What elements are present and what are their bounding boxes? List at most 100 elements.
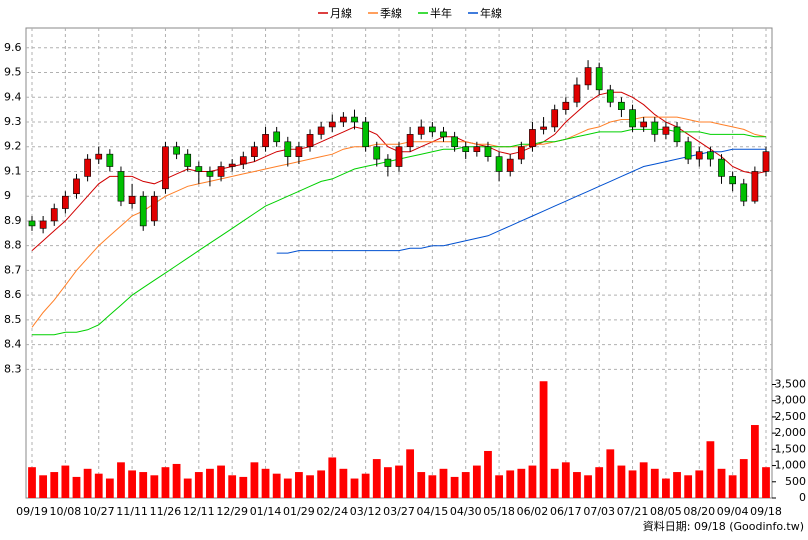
candle-body (707, 151, 714, 160)
candle-body (273, 131, 281, 143)
candle-body (251, 146, 258, 157)
y2-tick-label: 3,500 (775, 377, 807, 390)
y-tick-label: 9.5 (4, 66, 22, 79)
candle-body (684, 141, 692, 160)
volume-bar (250, 462, 259, 498)
candle-body (117, 171, 125, 202)
x-tick-label: 08/20 (683, 505, 715, 518)
y-tick-label: 8.7 (4, 263, 22, 276)
x-tick-label: 04/30 (450, 505, 482, 518)
volume-bar (739, 459, 748, 498)
candle-body (440, 131, 447, 138)
y2-tick-label: 3,000 (775, 394, 807, 407)
candle-body (506, 158, 514, 172)
candle-body (217, 166, 225, 177)
volume-bar (328, 457, 337, 498)
volume-bar (573, 472, 581, 498)
volume-bar (150, 475, 159, 498)
x-tick-label: 11/11 (116, 505, 148, 518)
volume-bar (461, 472, 470, 498)
x-tick-label: 07/03 (583, 505, 615, 518)
candle-body (662, 126, 670, 135)
volume-bar (539, 381, 548, 498)
volume-bar (217, 465, 225, 498)
volume-bar (350, 478, 359, 498)
volume-bar (117, 462, 125, 498)
volume-bar (272, 473, 281, 498)
x-tick-label: 08/05 (650, 505, 682, 518)
volume-bar (595, 467, 604, 498)
candle-body (50, 208, 58, 222)
candle-body (562, 101, 570, 110)
volume-bar (728, 475, 737, 498)
volume-bar (550, 468, 559, 498)
candle-body (762, 151, 770, 172)
candle-body (640, 121, 648, 128)
candle-body (606, 89, 614, 103)
volume-bar (228, 475, 237, 498)
x-tick-label: 10/08 (50, 505, 82, 518)
volume-bar (439, 468, 448, 498)
volume-bar (472, 465, 481, 498)
candle-body (317, 126, 325, 135)
x-tick-label: 11/26 (150, 505, 182, 518)
volume-bar (61, 465, 70, 498)
candle-body (95, 153, 103, 160)
candle-body (429, 126, 436, 133)
volume-bar (72, 476, 81, 498)
candle-body (362, 121, 369, 148)
volume-bar (139, 472, 148, 498)
footer: 資料日期: 09/18 (Goodinfo.tw) (643, 519, 804, 533)
candle-body (206, 171, 214, 177)
y-tick-label: 8.5 (4, 313, 22, 326)
y-tick-label: 9.6 (4, 41, 22, 54)
volume-bar (495, 475, 503, 498)
candle-body (695, 151, 703, 160)
volume-bar (306, 475, 314, 498)
volume-bar (395, 465, 403, 498)
volume-bar (317, 470, 326, 498)
x-tick-label: 04/15 (417, 505, 449, 518)
candle-body (351, 116, 358, 123)
x-tick-label: 01/14 (250, 505, 282, 518)
volume-bar (28, 467, 36, 498)
volume-bar (161, 467, 170, 498)
legend-label: 季線 (380, 6, 402, 20)
y-tick-label: 8.6 (4, 288, 22, 301)
volume-bar (695, 470, 704, 498)
x-tick-label: 10/27 (83, 505, 115, 518)
y-tick-label: 8.9 (4, 214, 22, 227)
candle-body (740, 183, 748, 202)
candle-body (462, 146, 470, 152)
x-tick-label: 09/18 (750, 505, 782, 518)
candle-body (306, 134, 314, 148)
candle-body (595, 67, 603, 91)
volume-bar (183, 478, 192, 498)
legend-label: 月線 (330, 6, 352, 20)
y-tick-label: 9.2 (4, 140, 22, 153)
volume-bar (83, 468, 92, 498)
volume-bar (762, 467, 770, 498)
y2-tick-label: 1,000 (775, 459, 807, 472)
candle-body (406, 134, 414, 148)
candle-body (173, 146, 180, 155)
volume-bar (717, 468, 726, 498)
volume-bar (417, 472, 426, 498)
candle-body (262, 134, 269, 148)
candle-body (395, 146, 403, 167)
candle-body (718, 158, 725, 177)
volume-bar (506, 470, 515, 498)
volume-bar (450, 476, 459, 498)
candle-body (751, 171, 759, 202)
ma-line (276, 148, 766, 254)
candle-body (451, 136, 458, 148)
candle-body (228, 163, 236, 167)
volume-bar (639, 462, 648, 498)
y-tick-label: 9 (4, 189, 11, 202)
candle-body (517, 146, 525, 160)
volume-bar (261, 468, 270, 498)
candle-body (484, 146, 492, 157)
candle-body (73, 178, 80, 195)
candle-body (239, 156, 247, 165)
